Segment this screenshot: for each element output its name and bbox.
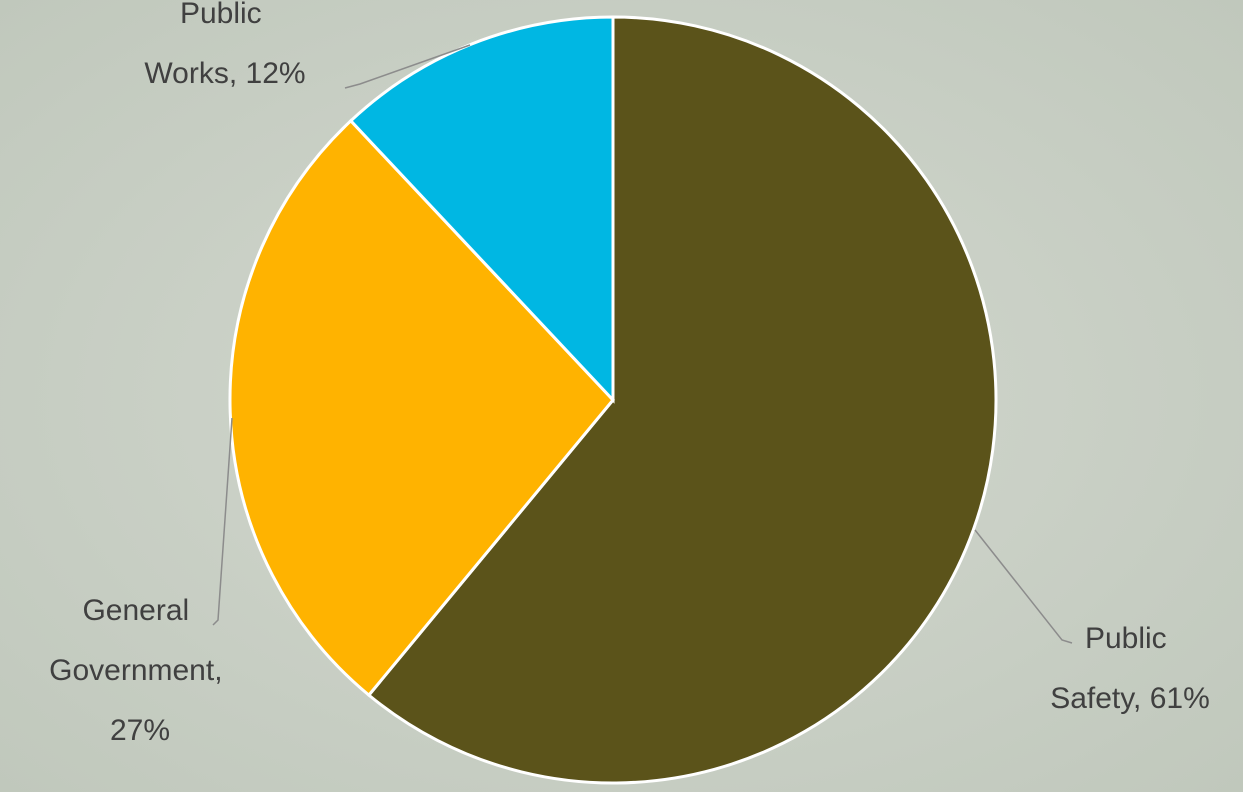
data-label: General Government, 27% [49,594,231,747]
labels: Public Safety, 61% General Government, 27… [49,0,1210,747]
data-label: Public Works, 12% [144,0,305,90]
leader-line [344,44,471,89]
leader-line [212,417,233,626]
pie-slice [348,15,615,404]
leader-line [974,529,1073,644]
pie-slice [366,15,998,785]
pie [228,15,998,785]
pie-slice [228,118,615,698]
data-label: Public Safety, 61% [1050,622,1210,715]
